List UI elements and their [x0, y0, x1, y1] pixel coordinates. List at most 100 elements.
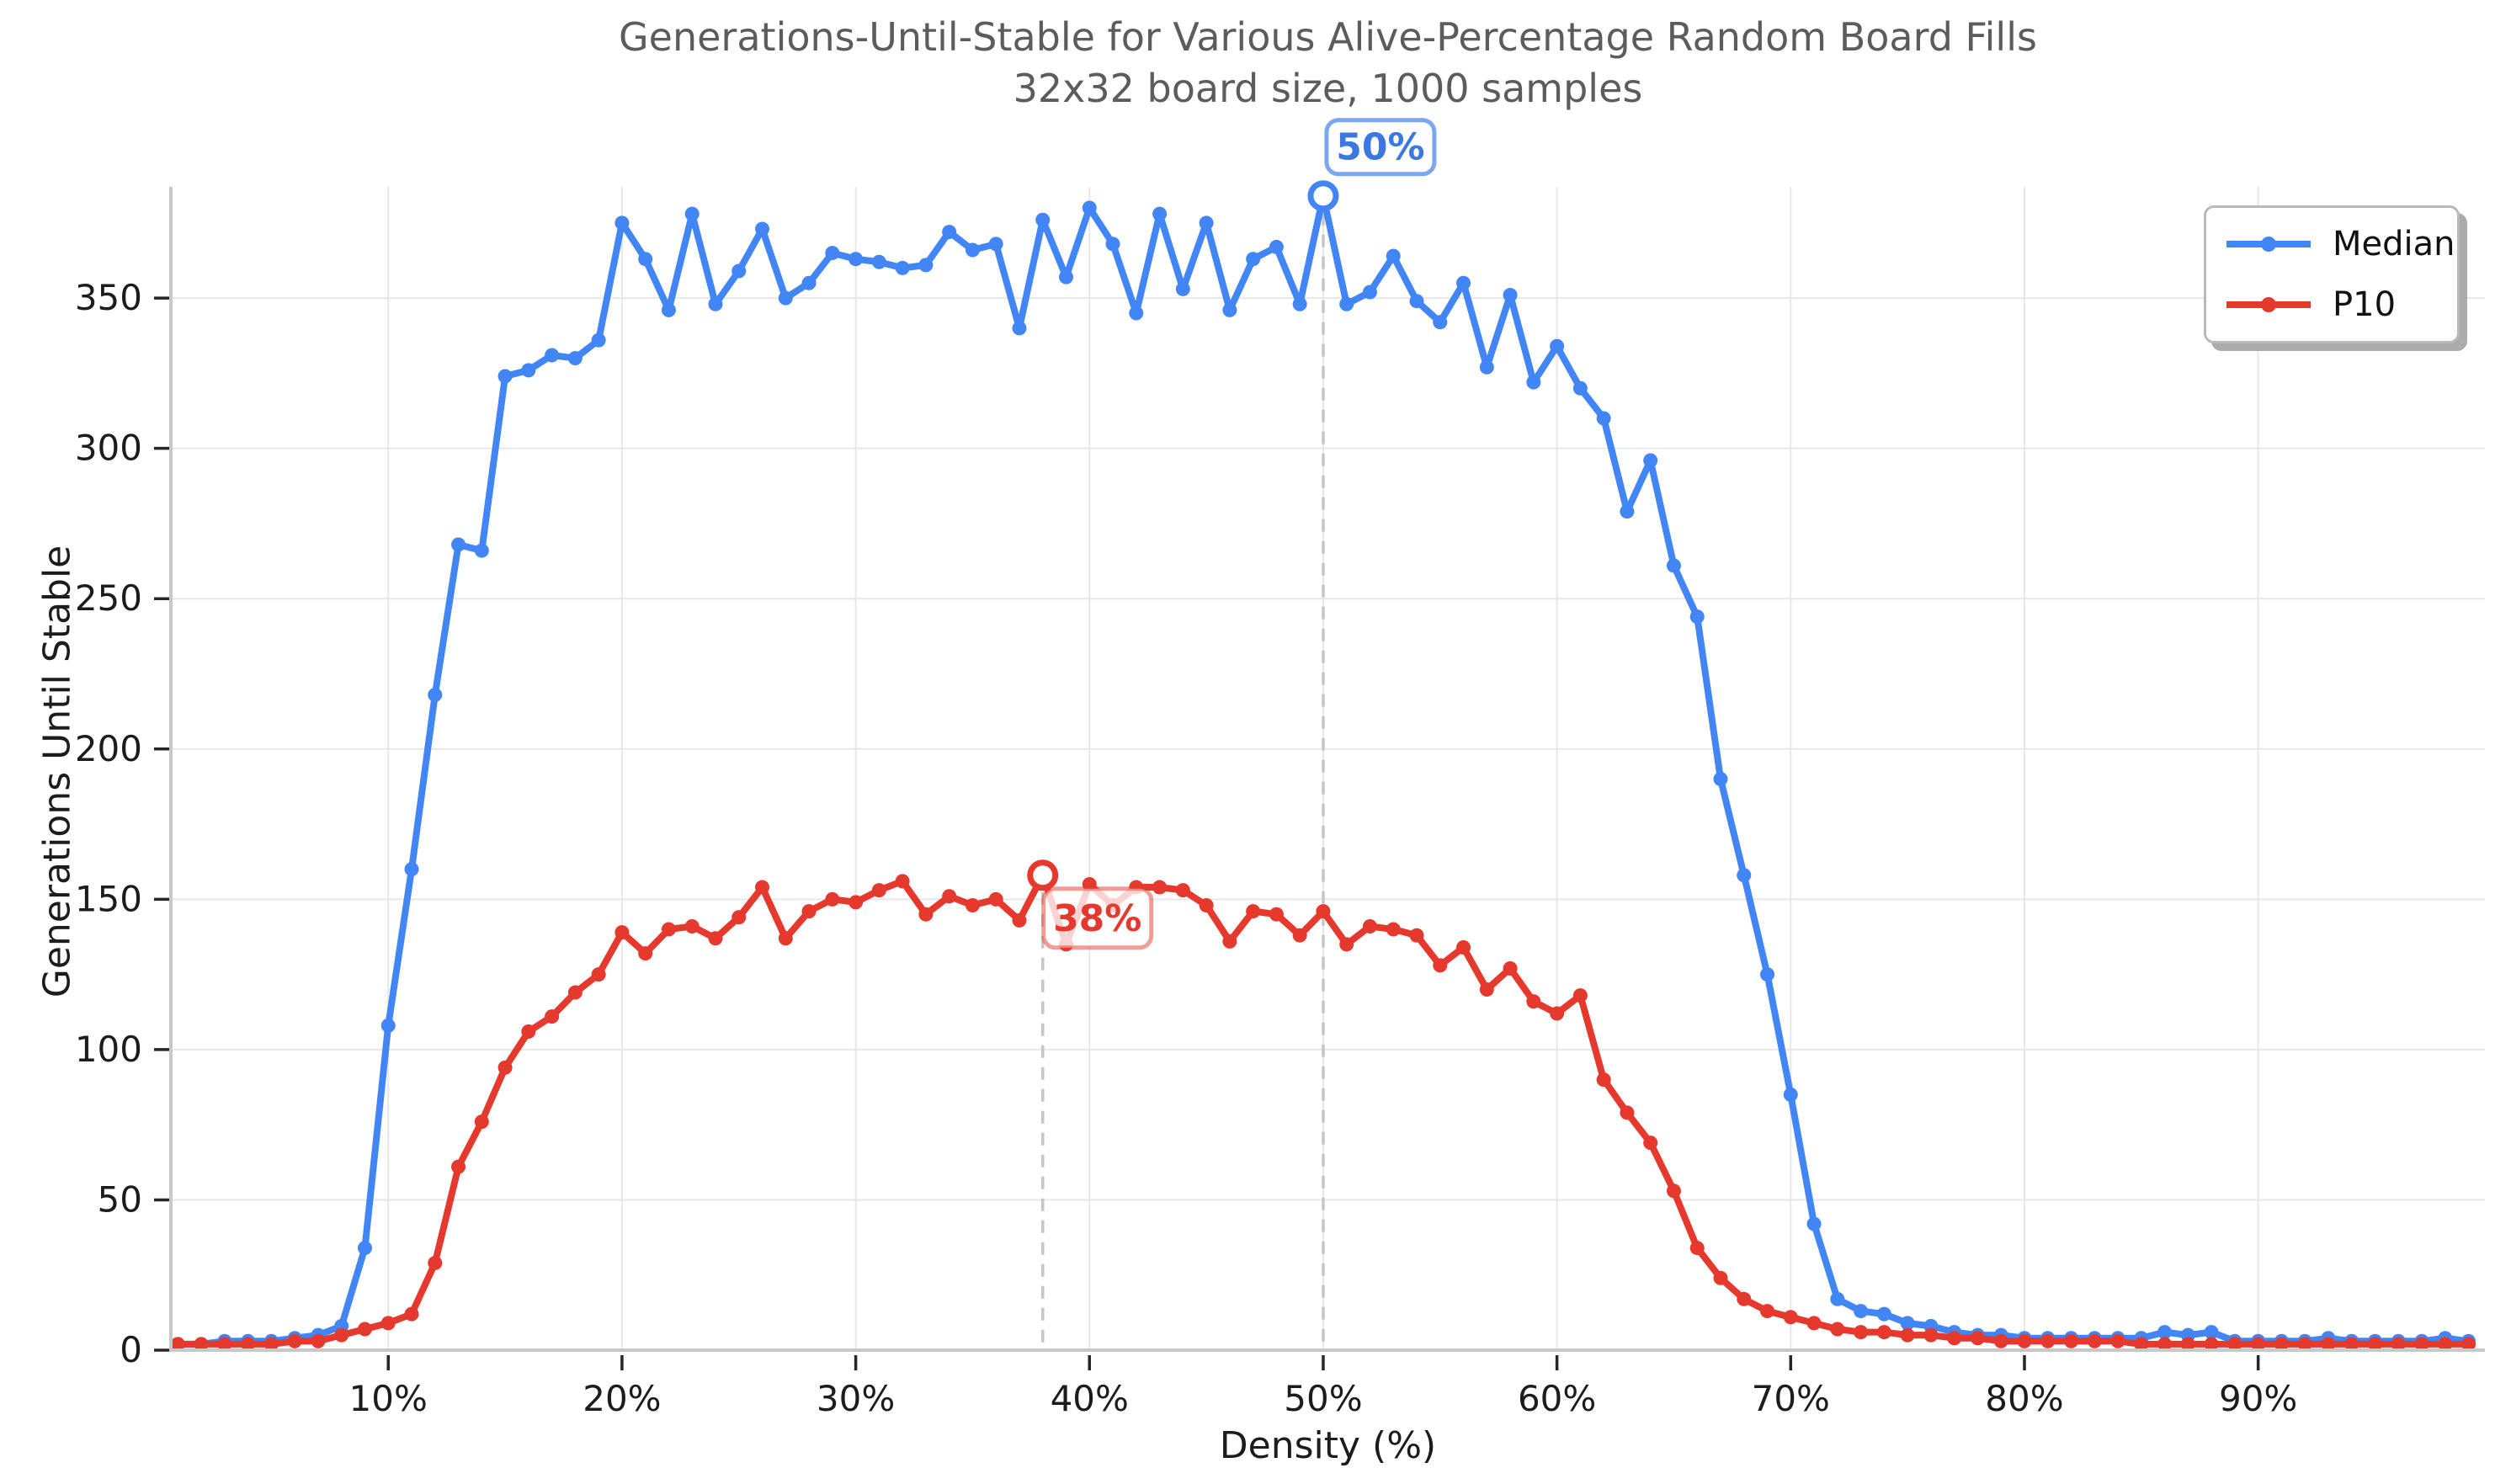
data-point-median [825, 246, 840, 261]
data-point-p10 [2297, 1337, 2312, 1352]
data-point-p10 [1666, 1183, 1681, 1199]
data-point-median [1876, 1306, 1891, 1322]
data-point-p10 [521, 1024, 536, 1039]
data-point-p10 [2438, 1337, 2453, 1352]
data-point-median [1572, 380, 1588, 396]
data-point-p10 [1806, 1316, 1822, 1331]
data-point-p10 [1362, 918, 1377, 933]
median-line-swatch-icon [2226, 237, 2311, 252]
data-point-median [1643, 453, 1658, 468]
data-point-median [1503, 288, 1518, 303]
data-point-p10 [684, 918, 700, 933]
data-point-p10 [1292, 928, 1307, 943]
data-point-p10 [428, 1255, 443, 1270]
annotation-marker [1307, 180, 1339, 212]
data-point-p10 [2321, 1337, 2336, 1352]
data-point-p10 [2227, 1337, 2242, 1352]
legend-item-median: Median [2225, 225, 2455, 263]
y-tick-label: 50 [98, 1178, 142, 1220]
chart-subtitle: 32x32 board size, 1000 samples [1013, 65, 1643, 111]
y-tick-label: 200 [75, 728, 142, 769]
data-point-p10 [591, 967, 606, 982]
legend-item-p10: P10 [2225, 285, 2439, 324]
data-point-median [1012, 321, 1027, 336]
data-point-p10 [1993, 1333, 2008, 1348]
data-point-median [871, 254, 886, 269]
data-point-median [1433, 315, 1448, 330]
x-tick-label: 10% [349, 1378, 428, 1419]
data-point-p10 [287, 1333, 302, 1348]
data-point-median [521, 363, 536, 378]
data-point-p10 [1783, 1310, 1798, 1325]
data-point-median [1199, 215, 1214, 231]
data-point-p10 [1854, 1325, 1869, 1340]
data-point-p10 [1386, 922, 1401, 937]
data-point-p10 [614, 925, 630, 940]
x-tick-label: 30% [817, 1378, 895, 1419]
legend[interactable]: Median P10 [2204, 205, 2460, 343]
data-point-p10 [170, 1337, 185, 1352]
data-point-p10 [474, 1114, 489, 1130]
data-point-median [918, 258, 934, 273]
data-point-median [1596, 411, 1611, 426]
data-point-p10 [1012, 912, 1027, 928]
data-point-p10 [1433, 958, 1448, 973]
data-point-p10 [2110, 1333, 2125, 1348]
data-point-p10 [241, 1337, 256, 1352]
data-point-median [1059, 269, 1074, 285]
data-point-p10 [708, 931, 723, 946]
annotation-box [1041, 886, 1154, 950]
data-point-median [2204, 1325, 2219, 1340]
data-point-p10 [1713, 1270, 1728, 1285]
data-point-p10 [334, 1327, 349, 1343]
data-point-median [591, 332, 606, 348]
chart-title-block: Generations-Until-Stable for Various Ali… [171, 12, 2485, 114]
y-tick-label: 0 [120, 1329, 142, 1370]
data-point-median [1900, 1316, 1915, 1331]
data-point-p10 [194, 1337, 209, 1352]
data-point-p10 [1947, 1331, 1962, 1346]
data-point-median [474, 543, 489, 558]
data-point-median [988, 237, 1003, 252]
data-point-p10 [357, 1322, 372, 1337]
p10-line-swatch-icon [2226, 297, 2311, 312]
data-point-p10 [988, 891, 1003, 907]
x-tick-label: 50% [1284, 1378, 1362, 1419]
data-point-median [1550, 338, 1565, 354]
data-point-median [404, 862, 419, 877]
x-tick-label: 80% [1985, 1378, 2063, 1419]
data-point-median [1526, 375, 1541, 390]
data-point-median [1362, 285, 1377, 300]
data-point-median [1409, 294, 1424, 309]
data-point-median [731, 263, 747, 279]
data-point-median [1222, 302, 1237, 317]
data-point-median [2157, 1325, 2173, 1340]
annotation-box [1324, 118, 1437, 177]
data-point-p10 [263, 1337, 279, 1352]
data-point-p10 [1339, 937, 1354, 952]
data-point-p10 [849, 895, 864, 910]
data-point-median [942, 225, 957, 240]
data-point-p10 [1550, 1006, 1565, 1021]
data-point-p10 [2087, 1333, 2102, 1348]
data-point-p10 [731, 910, 747, 925]
data-point-p10 [2017, 1333, 2032, 1348]
data-point-p10 [2391, 1337, 2406, 1352]
data-point-p10 [1152, 880, 1168, 895]
data-point-p10 [1222, 933, 1237, 949]
data-point-median [1129, 306, 1144, 321]
data-point-median [545, 348, 560, 363]
data-point-median [1666, 558, 1681, 573]
data-point-median [708, 296, 723, 311]
data-point-median [1479, 359, 1494, 375]
data-point-p10 [2367, 1337, 2382, 1352]
annotation-marker [1027, 859, 1059, 891]
data-point-median [1854, 1304, 1869, 1319]
data-point-median [1737, 868, 1752, 883]
data-point-p10 [1596, 1072, 1611, 1088]
data-point-p10 [1970, 1331, 1985, 1346]
data-point-p10 [545, 1009, 560, 1024]
data-point-median [1175, 281, 1190, 296]
